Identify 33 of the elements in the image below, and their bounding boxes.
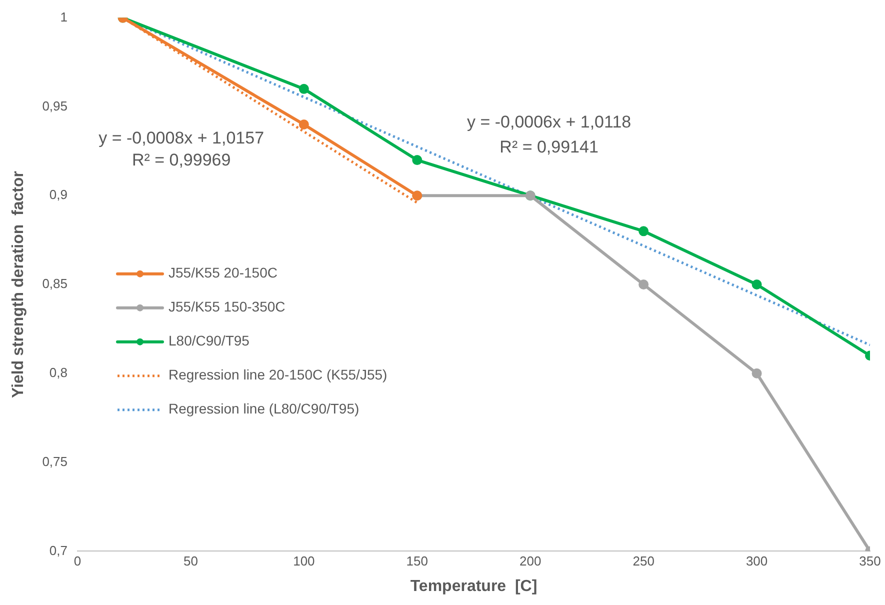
legend-label: L80/C90/T95 [168,332,250,349]
x-tick-label: 0 [74,554,82,569]
y-tick-label: 0,8 [49,364,68,380]
legend-label: Regression line (L80/C90/T95) [168,400,360,417]
point [752,368,762,378]
point [638,280,649,290]
point [752,280,762,290]
point [298,84,309,94]
y-tick-label: 0,85 [42,276,68,292]
x-tick-label: 150 [406,554,428,569]
x-tick-label: 300 [746,554,768,569]
y-axis-title: Yield strength deration factor [10,171,28,398]
annotation: R² = 0,99141 [500,138,598,157]
x-tick-label: 100 [293,554,315,569]
annotation: R² = 0,99969 [132,150,231,170]
point [638,226,649,236]
x-tick-label: 200 [520,554,542,569]
legend-label: Regression line 20-150C (K55/J55) [168,366,388,383]
y-tick-label: 0,75 [42,454,68,469]
x-tick-label: 50 [183,554,198,569]
point [298,119,309,130]
legend-label: J55/K55 20-150C [168,264,278,281]
point [412,155,422,166]
annotation: y = -0,0006x + 1,0118 [466,112,632,132]
y-tick-label: 0,7 [49,542,68,558]
legend-label: J55/K55 150-350C [168,298,286,315]
y-tick-label: 0,9 [49,187,68,202]
x-tick-label: 350 [859,554,881,569]
annotation: y = -0,0008x + 1,0157 [98,128,264,148]
x-axis-title: Temperature [C] [410,578,538,595]
y-tick-label: 1 [60,9,68,24]
x-tick-label: 250 [632,554,654,569]
y-tick-label: 0,95 [42,98,68,114]
